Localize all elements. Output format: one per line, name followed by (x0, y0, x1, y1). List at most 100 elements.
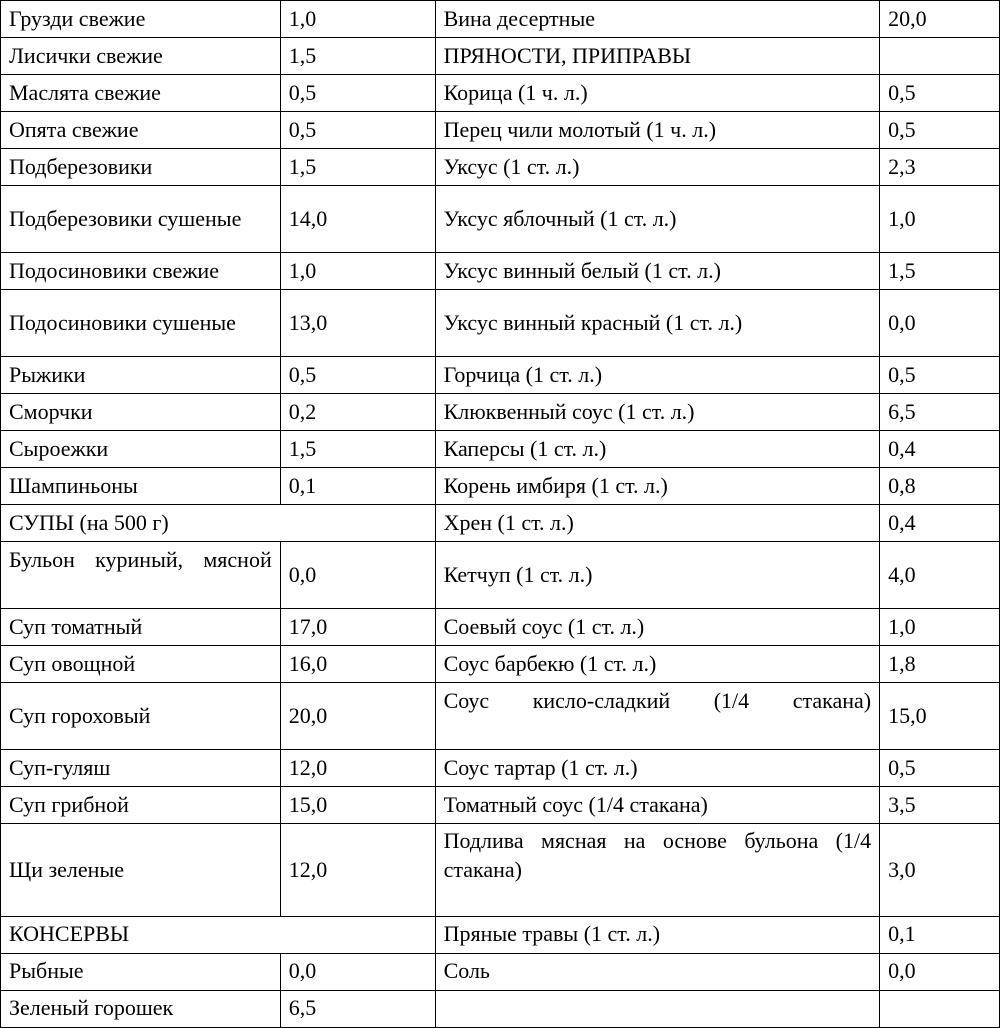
food-name-left: Шампиньоны (1, 468, 281, 505)
food-name-right: Подлива мясная на основе бульона (1/4 ст… (435, 824, 880, 917)
food-name-left: Суп грибной (1, 787, 281, 824)
food-name-left: Суп овощной (1, 646, 281, 683)
food-value-right (880, 990, 1000, 1027)
food-value-left: 1,0 (280, 1, 435, 38)
food-value-right: 15,0 (880, 683, 1000, 750)
food-name-left: Подосиновики сушеные (1, 290, 281, 357)
food-value-right: 3,0 (880, 824, 1000, 917)
food-name-left: Щи зеленые (1, 824, 281, 917)
food-value-right: 0,0 (880, 290, 1000, 357)
table-row: Бульон куриный, мясной0,0Кетчуп (1 ст. л… (1, 542, 1000, 609)
food-value-left: 12,0 (280, 824, 435, 917)
table-row: Зеленый горошек6,5 (1, 990, 1000, 1027)
food-value-left: 17,0 (280, 609, 435, 646)
food-value-right: 2,3 (880, 149, 1000, 186)
food-value-left: 1,0 (280, 253, 435, 290)
food-name-right: Соль (435, 953, 880, 990)
food-value-left: 13,0 (280, 290, 435, 357)
food-name-left: Подберезовики сушеные (1, 186, 281, 253)
food-value-left: 1,5 (280, 38, 435, 75)
food-value-left: 12,0 (280, 750, 435, 787)
food-name-right: Томатный соус (1/4 стакана) (435, 787, 880, 824)
food-value-right: 0,8 (880, 468, 1000, 505)
section-header-left: СУПЫ (на 500 г) (1, 505, 436, 542)
food-name-right: Уксус винный красный (1 ст. л.) (435, 290, 880, 357)
food-name-right: Уксус (1 ст. л.) (435, 149, 880, 186)
food-name-right: Клюквенный соус (1 ст. л.) (435, 394, 880, 431)
table-row: Подберезовики1,5Уксус (1 ст. л.)2,3 (1, 149, 1000, 186)
food-value-right: 1,0 (880, 186, 1000, 253)
food-value-right: 0,4 (880, 505, 1000, 542)
food-value-left: 15,0 (280, 787, 435, 824)
food-name-left: Рыжики (1, 357, 281, 394)
food-value-right: 0,1 (880, 916, 1000, 953)
food-value-right: 0,5 (880, 112, 1000, 149)
food-value-right: 0,4 (880, 431, 1000, 468)
table-row: Суп гороховый20,0Соус кисло-сладкий (1/4… (1, 683, 1000, 750)
food-value-left: 0,5 (280, 357, 435, 394)
food-name-right: Соевый соус (1 ст. л.) (435, 609, 880, 646)
food-name-left: Суп-гуляш (1, 750, 281, 787)
food-name-right: Соус барбекю (1 ст. л.) (435, 646, 880, 683)
food-name-left: Рыбные (1, 953, 281, 990)
section-header-left: КОНСЕРВЫ (1, 916, 436, 953)
food-value-left: 20,0 (280, 683, 435, 750)
food-name-left: Маслята свежие (1, 75, 281, 112)
food-name-left: Зеленый горошек (1, 990, 281, 1027)
table-row: Суп грибной15,0Томатный соус (1/4 стакан… (1, 787, 1000, 824)
food-name-right: Уксус винный белый (1 ст. л.) (435, 253, 880, 290)
food-value-right: 1,0 (880, 609, 1000, 646)
food-name-left: Опята свежие (1, 112, 281, 149)
food-name-left: Суп гороховый (1, 683, 281, 750)
food-name-left: Подосиновики свежие (1, 253, 281, 290)
food-value-left: 1,5 (280, 431, 435, 468)
food-name-left: Лисички свежие (1, 38, 281, 75)
food-name-right: Корень имбиря (1 ст. л.) (435, 468, 880, 505)
food-value-left: 0,5 (280, 75, 435, 112)
food-value-left: 0,0 (280, 542, 435, 609)
food-value-right: 0,5 (880, 750, 1000, 787)
food-value-right (880, 38, 1000, 75)
food-name-left: Бульон куриный, мясной (1, 542, 281, 609)
table-row: Рыжики0,5Горчица (1 ст. л.)0,5 (1, 357, 1000, 394)
food-value-right: 6,5 (880, 394, 1000, 431)
food-name-left: Сморчки (1, 394, 281, 431)
food-name-right: Вина десертные (435, 1, 880, 38)
table-row: Суп томатный17,0Соевый соус (1 ст. л.)1,… (1, 609, 1000, 646)
table-row: Лисички свежие1,5ПРЯНОСТИ, ПРИПРАВЫ (1, 38, 1000, 75)
table-row: Шампиньоны0,1Корень имбиря (1 ст. л.)0,8 (1, 468, 1000, 505)
food-value-right: 20,0 (880, 1, 1000, 38)
food-nutrition-table: Грузди свежие1,0Вина десертные20,0Лисичк… (0, 0, 1000, 1028)
food-name-left: Подберезовики (1, 149, 281, 186)
food-value-left: 1,5 (280, 149, 435, 186)
food-value-left: 6,5 (280, 990, 435, 1027)
table-row: Сморчки0,2Клюквенный соус (1 ст. л.)6,5 (1, 394, 1000, 431)
food-name-right: Соус тартар (1 ст. л.) (435, 750, 880, 787)
table-row: Щи зеленые12,0Подлива мясная на основе б… (1, 824, 1000, 917)
food-value-right: 1,8 (880, 646, 1000, 683)
table-row: Подосиновики сушеные13,0Уксус винный кра… (1, 290, 1000, 357)
food-value-left: 14,0 (280, 186, 435, 253)
food-name-right: Перец чили молотый (1 ч. л.) (435, 112, 880, 149)
table-row: Опята свежие 0,5Перец чили молотый (1 ч. … (1, 112, 1000, 149)
food-value-right: 3,5 (880, 787, 1000, 824)
food-value-right: 0,0 (880, 953, 1000, 990)
food-name-right: Хрен (1 ст. л.) (435, 505, 880, 542)
table-row: Суп овощной16,0Соус барбекю (1 ст. л.)1,… (1, 646, 1000, 683)
food-value-left: 0,0 (280, 953, 435, 990)
table-row: Грузди свежие1,0Вина десертные20,0 (1, 1, 1000, 38)
food-name-left: Сыроежки (1, 431, 281, 468)
food-value-left: 0,1 (280, 468, 435, 505)
table-row: Сыроежки1,5Каперсы (1 ст. л.)0,4 (1, 431, 1000, 468)
food-name-right: Пряные травы (1 ст. л.) (435, 916, 880, 953)
table-row: Рыбные0,0Соль0,0 (1, 953, 1000, 990)
table-row: СУПЫ (на 500 г)Хрен (1 ст. л.)0,4 (1, 505, 1000, 542)
food-name-right: Соус кисло-сладкий (1/4 стакана) (435, 683, 880, 750)
food-name-right: Кетчуп (1 ст. л.) (435, 542, 880, 609)
food-name-left: Грузди свежие (1, 1, 281, 38)
table-row: Подосиновики свежие1,0Уксус винный белый… (1, 253, 1000, 290)
food-value-right: 4,0 (880, 542, 1000, 609)
food-name-right: ПРЯНОСТИ, ПРИПРАВЫ (435, 38, 880, 75)
table-row: КОНСЕРВЫПряные травы (1 ст. л.)0,1 (1, 916, 1000, 953)
food-value-right: 0,5 (880, 75, 1000, 112)
